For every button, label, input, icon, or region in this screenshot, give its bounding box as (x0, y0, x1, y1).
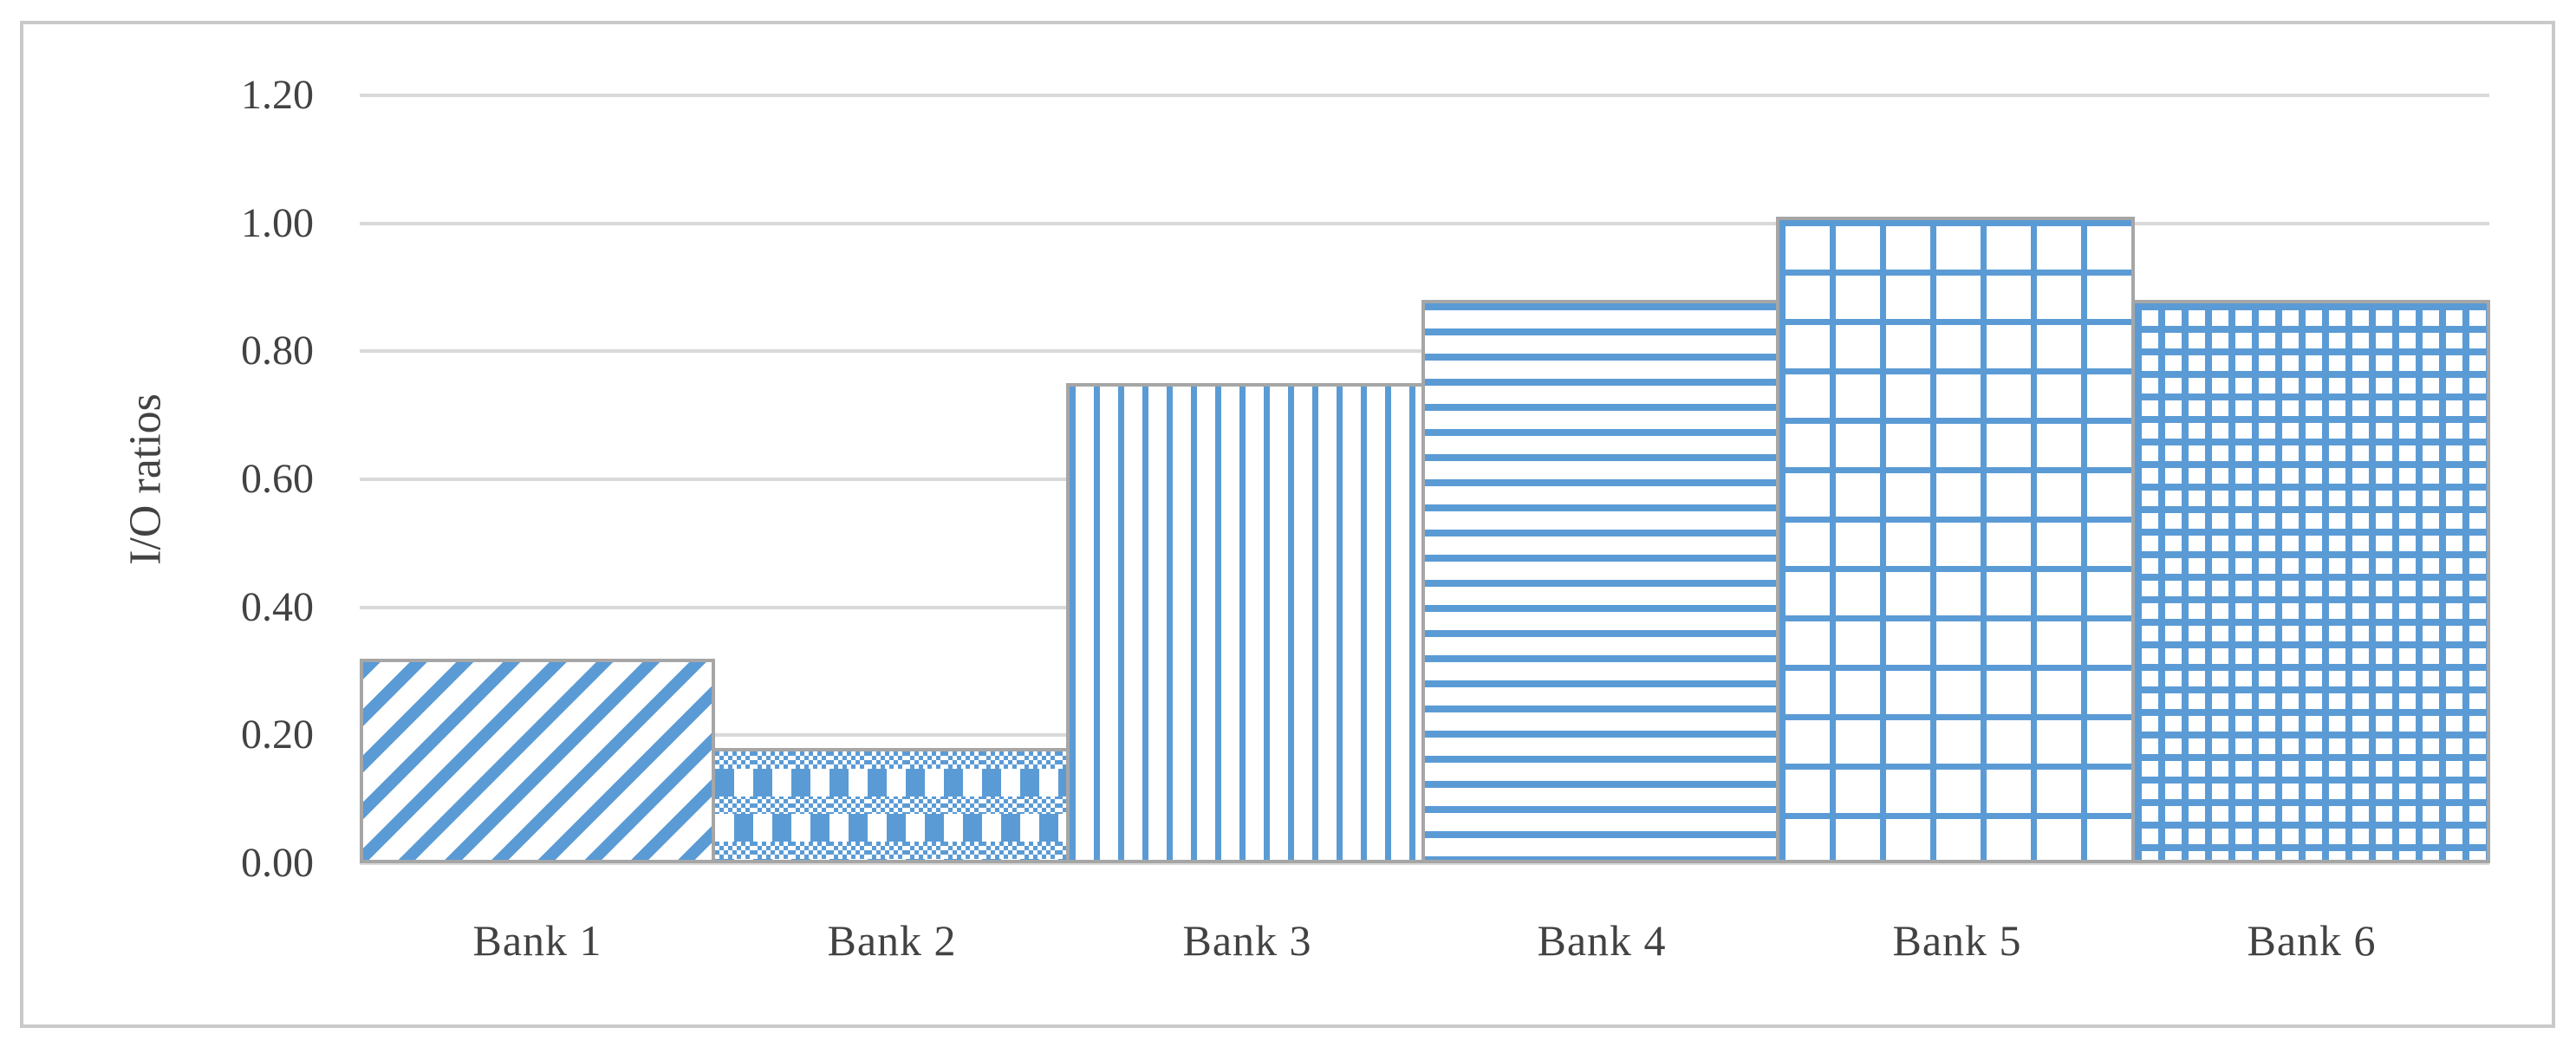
bar-bank-5 (1776, 217, 2135, 863)
gridline-0.00 (360, 862, 2489, 865)
bar-bank-1 (360, 659, 715, 863)
y-tick-label-0.40: 0.40 (241, 583, 314, 630)
gridline-1.00 (360, 221, 2489, 225)
gridline-1.20 (360, 94, 2489, 97)
figure-border (20, 21, 2555, 1028)
bar-bank-4 (1421, 300, 1780, 863)
x-axis-label-bank-5: Bank 5 (1892, 916, 2022, 965)
y-tick-label-0.00: 0.00 (241, 840, 314, 886)
checker-weave-fill (715, 751, 1067, 860)
y-tick-label-0.80: 0.80 (241, 328, 314, 374)
x-axis-label-bank-2: Bank 2 (827, 916, 957, 965)
y-tick-label-0.60: 0.60 (241, 456, 314, 502)
x-axis-label-bank-6: Bank 6 (2247, 916, 2377, 965)
y-tick-label-0.20: 0.20 (241, 712, 314, 758)
y-tick-label-1.20: 1.20 (241, 72, 314, 118)
y-axis-title: I/O ratios (120, 393, 171, 565)
y-tick-label-1.00: 1.00 (241, 199, 314, 246)
bar-bank-2 (712, 748, 1070, 863)
x-axis-label-bank-3: Bank 3 (1182, 916, 1312, 965)
x-axis-label-bank-4: Bank 4 (1537, 916, 1667, 965)
bar-bank-6 (2131, 300, 2490, 863)
bar-bank-3 (1066, 383, 1425, 863)
x-axis-label-bank-1: Bank 1 (472, 916, 602, 965)
